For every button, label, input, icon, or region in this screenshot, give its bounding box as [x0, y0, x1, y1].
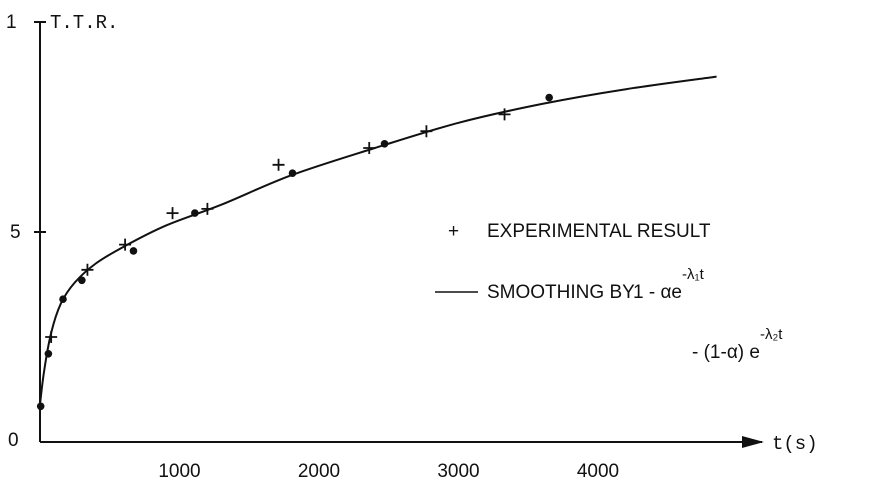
dot-point-4: [129, 247, 138, 255]
legend-experimental-label: EXPERIMENTAL RESULT: [487, 221, 711, 242]
experimental-point-3: [166, 207, 179, 220]
dot-point-8: [545, 93, 553, 102]
legend-formula-line2: - (1-α) e-λ₂t: [692, 326, 783, 363]
legend-formula-line1: 1 - αe-λ₁t: [633, 266, 705, 303]
experimental-point-5: [272, 158, 285, 171]
x-tick-label-4000: 4000: [577, 461, 619, 481]
x-tick-label-1000: 1000: [158, 461, 200, 481]
x-tick-labels: 1000 2000 3000 4000: [158, 461, 619, 481]
y-axis-label: T.T.R.: [50, 12, 118, 34]
legend-plus-marker: +: [448, 221, 459, 242]
y-tick-label-mid: 5: [10, 222, 21, 243]
y-tick-label-bottom: 0: [8, 430, 19, 451]
smoothing-curve: [39, 75, 717, 405]
dot-point-0: [36, 402, 45, 411]
experimental-point-8: [498, 108, 511, 121]
legend: + EXPERIMENTAL RESULT SMOOTHING BY 1 - α…: [435, 221, 783, 363]
legend-smoothing-label: SMOOTHING BY: [487, 282, 635, 303]
axes: [34, 21, 764, 448]
y-tick-label-top: 1: [6, 12, 17, 33]
x-axis-label: t(s): [772, 433, 818, 455]
x-tick-label-3000: 3000: [437, 461, 479, 481]
plot-area: [36, 75, 717, 411]
x-tick-label-2000: 2000: [298, 461, 340, 481]
